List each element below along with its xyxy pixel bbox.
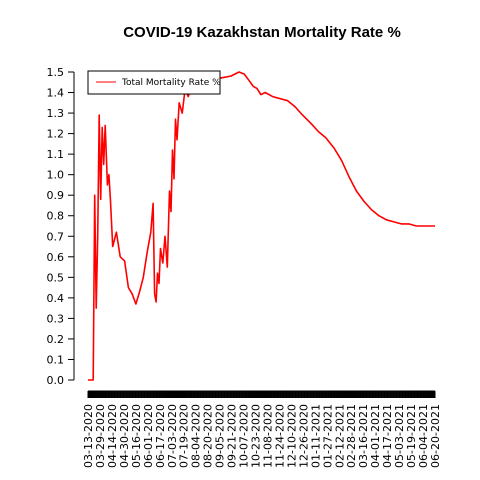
x-tick-label: 10-23-2020 <box>250 404 263 468</box>
x-tick-label: 07-19-2020 <box>178 404 191 468</box>
x-tick-label: 07-03-2020 <box>166 404 179 468</box>
x-tick-label: 06-17-2020 <box>154 404 167 468</box>
y-tick-label: 1.2 <box>47 128 65 141</box>
y-tick-label: 0.6 <box>47 251 65 264</box>
y-tick-label: 0.5 <box>47 271 65 284</box>
x-tick-label: 05-16-2020 <box>130 404 143 468</box>
x-tick-label: 02-28-2021 <box>345 404 358 468</box>
x-tick-label: 03-13-2020 <box>82 404 95 468</box>
legend-label: Total Mortality Rate % <box>121 78 221 88</box>
x-tick-label: 02-12-2021 <box>333 404 346 468</box>
y-tick-label: 0.7 <box>47 230 65 243</box>
x-tick-label: 03-16-2021 <box>357 404 370 468</box>
x-tick-label: 11-24-2020 <box>273 404 286 468</box>
x-tick-label: 08-20-2020 <box>202 404 215 468</box>
x-axis: 03-13-202003-29-202004-14-202004-30-2020… <box>82 390 442 468</box>
x-tick-label: 01-27-2021 <box>321 404 334 468</box>
x-tick-label: 05-03-2021 <box>393 404 406 468</box>
y-tick-label: 0.4 <box>47 292 65 305</box>
y-tick-label: 0.3 <box>47 312 65 325</box>
x-tick-label: 06-01-2020 <box>142 404 155 468</box>
y-axis: 0.0 0.1 0.2 0.3 0.4 0.5 0.6 0.7 0.8 0.9 1.0 1.1 1.2 1… <box>47 66 75 387</box>
x-tick-label: 12-10-2020 <box>285 404 298 468</box>
x-tick-label: 04-14-2020 <box>106 404 119 468</box>
x-tick-label: 08-04-2020 <box>190 404 203 468</box>
y-tick-label: 1.4 <box>47 87 65 100</box>
x-tick-label: 03-29-2020 <box>94 404 107 468</box>
x-tick-label: 04-01-2021 <box>369 404 382 468</box>
x-tick-label: 09-21-2020 <box>226 404 239 468</box>
y-tick-label: 1.0 <box>47 169 65 182</box>
x-tick-label: 04-30-2020 <box>118 404 131 468</box>
y-tick-label: 0.2 <box>47 333 65 346</box>
y-tick-label: 1.1 <box>47 148 65 161</box>
x-tick-label: 04-17-2021 <box>381 404 394 468</box>
x-tick-label: 12-26-2020 <box>297 404 310 468</box>
y-tick-label: 0.0 <box>47 374 65 387</box>
y-tick-label: 0.9 <box>47 189 65 202</box>
x-tick-label: 06-04-2021 <box>417 404 430 468</box>
x-tick-label: 01-11-2021 <box>309 404 322 468</box>
x-tick-label: 06-20-2021 <box>429 404 442 468</box>
y-tick-label: 0.8 <box>47 210 65 223</box>
y-tick-label: 1.3 <box>47 107 65 120</box>
x-tick-label: 11-08-2020 <box>261 404 274 468</box>
series-line <box>88 71 435 381</box>
y-tick-label: 1.5 <box>47 66 65 79</box>
y-tick-label: 0.1 <box>47 353 65 366</box>
legend-box <box>87 70 221 95</box>
x-tick-label: 09-05-2020 <box>214 404 227 468</box>
legend: Total Mortality Rate % <box>87 70 221 95</box>
x-tick-label: 10-07-2020 <box>238 404 251 468</box>
plot-area <box>88 71 435 381</box>
chart-title: COVID-19 Kazakhstan Mortality Rate % <box>123 24 401 41</box>
x-tick-label: 05-19-2021 <box>405 404 418 468</box>
